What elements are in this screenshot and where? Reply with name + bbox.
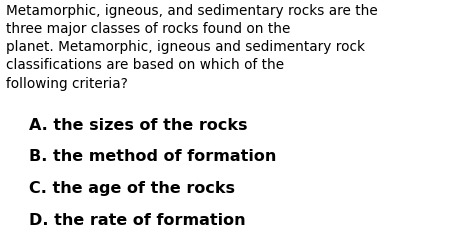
Text: C. the age of the rocks: C. the age of the rocks [29, 180, 235, 195]
Text: B. the method of formation: B. the method of formation [29, 149, 277, 164]
Text: A. the sizes of the rocks: A. the sizes of the rocks [29, 117, 248, 132]
Text: Metamorphic, igneous, and sedimentary rocks are the
three major classes of rocks: Metamorphic, igneous, and sedimentary ro… [6, 4, 378, 90]
Text: D. the rate of formation: D. the rate of formation [29, 212, 246, 227]
